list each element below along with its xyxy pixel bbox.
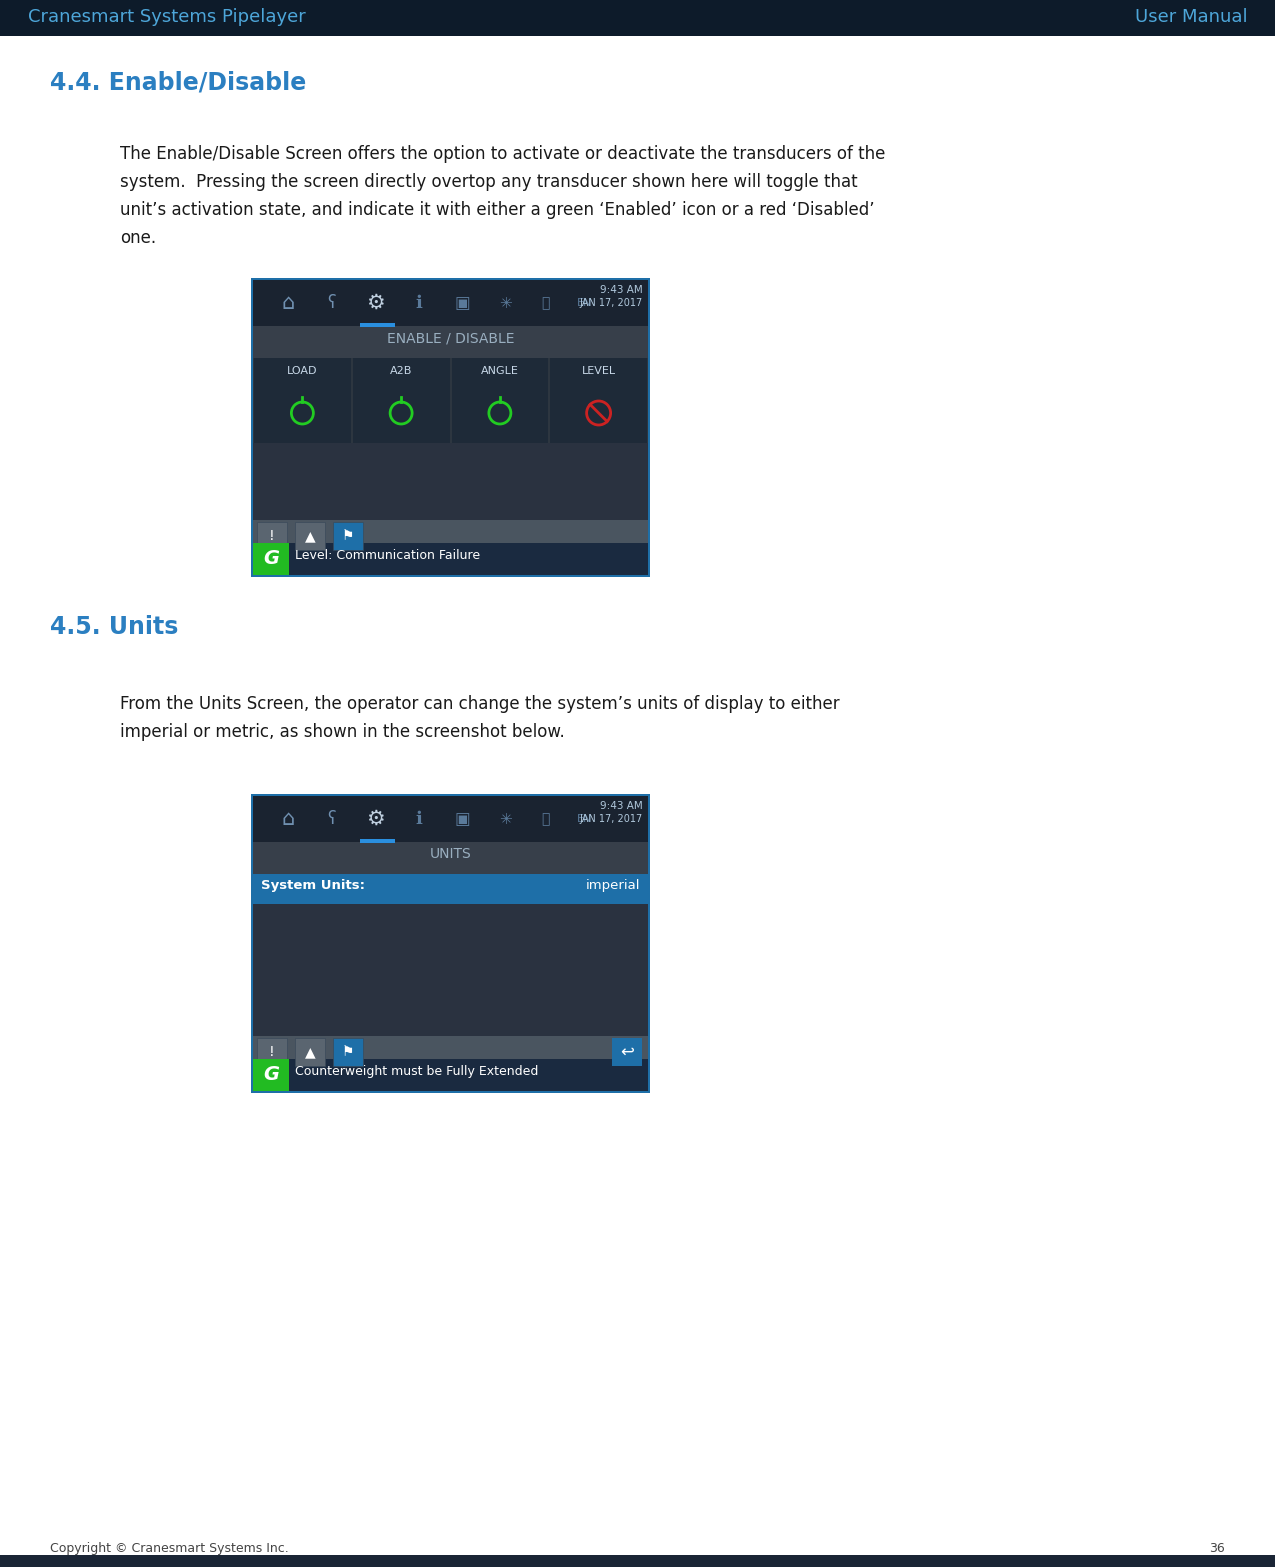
Text: 4.5. Units: 4.5. Units xyxy=(50,614,178,639)
Text: system.  Pressing the screen directly overtop any transducer shown here will tog: system. Pressing the screen directly ove… xyxy=(120,172,858,191)
Text: EN: EN xyxy=(578,298,593,309)
Bar xyxy=(252,1059,289,1091)
Bar xyxy=(258,522,287,550)
Bar xyxy=(360,838,395,843)
Text: Level: Communication Failure: Level: Communication Failure xyxy=(295,548,481,563)
Text: ⚙: ⚙ xyxy=(366,293,385,313)
Bar xyxy=(252,280,648,326)
Text: G: G xyxy=(263,550,279,569)
Text: 💬: 💬 xyxy=(541,296,550,310)
Text: G: G xyxy=(263,1066,279,1084)
Bar xyxy=(451,357,548,443)
Bar xyxy=(252,544,648,575)
Text: ▲: ▲ xyxy=(305,1045,315,1059)
Bar xyxy=(252,544,289,575)
Bar xyxy=(252,520,648,552)
Text: 9:43 AM: 9:43 AM xyxy=(601,285,643,295)
Text: LEVEL: LEVEL xyxy=(581,367,616,376)
Bar xyxy=(360,323,395,328)
Bar xyxy=(252,796,648,841)
Bar xyxy=(252,796,648,1091)
Bar xyxy=(251,794,650,1094)
Bar xyxy=(254,357,351,443)
Text: UNITS: UNITS xyxy=(430,848,472,860)
Text: EN: EN xyxy=(578,813,593,824)
Text: imperial: imperial xyxy=(585,879,640,892)
Bar xyxy=(252,1059,648,1091)
Text: ANGLE: ANGLE xyxy=(481,367,519,376)
Text: JAN 17, 2017: JAN 17, 2017 xyxy=(580,813,643,824)
Text: Copyright © Cranesmart Systems Inc.: Copyright © Cranesmart Systems Inc. xyxy=(50,1542,288,1554)
Bar xyxy=(333,522,363,550)
Text: 36: 36 xyxy=(1209,1542,1225,1554)
Text: ʕ: ʕ xyxy=(328,295,337,312)
Text: ℹ: ℹ xyxy=(416,295,422,312)
Bar xyxy=(252,280,648,575)
Text: 💬: 💬 xyxy=(541,812,550,826)
Text: ▣: ▣ xyxy=(454,295,470,312)
Text: User Manual: User Manual xyxy=(1135,8,1248,27)
Text: ✳: ✳ xyxy=(500,812,513,826)
Text: 4.4. Enable/Disable: 4.4. Enable/Disable xyxy=(50,71,306,94)
Bar xyxy=(252,1036,648,1069)
Text: ⚙: ⚙ xyxy=(366,809,385,829)
Text: !: ! xyxy=(269,530,275,544)
Text: ℹ: ℹ xyxy=(416,810,422,827)
Text: Cranesmart Systems Pipelayer: Cranesmart Systems Pipelayer xyxy=(28,8,306,27)
Text: A2B: A2B xyxy=(390,367,412,376)
Bar xyxy=(252,443,648,520)
Text: 9:43 AM: 9:43 AM xyxy=(601,801,643,812)
Bar xyxy=(252,841,648,874)
Text: JAN 17, 2017: JAN 17, 2017 xyxy=(580,298,643,309)
Text: unit’s activation state, and indicate it with either a green ‘Enabled’ icon or a: unit’s activation state, and indicate it… xyxy=(120,201,875,219)
Bar xyxy=(258,1037,287,1066)
Bar xyxy=(551,357,646,443)
Text: Counterweight must be Fully Extended: Counterweight must be Fully Extended xyxy=(295,1066,538,1078)
Text: ▲: ▲ xyxy=(305,530,315,544)
Text: ʕ: ʕ xyxy=(328,810,337,827)
Bar xyxy=(252,326,648,357)
Text: System Units:: System Units: xyxy=(261,879,365,892)
Bar xyxy=(252,904,648,1036)
Text: From the Units Screen, the operator can change the system’s units of display to : From the Units Screen, the operator can … xyxy=(120,696,840,713)
Bar xyxy=(0,1554,1275,1567)
Bar xyxy=(333,1037,363,1066)
Bar xyxy=(295,1037,325,1066)
Text: ⚑: ⚑ xyxy=(342,530,354,544)
Text: ✳: ✳ xyxy=(500,296,513,310)
Bar xyxy=(251,277,650,577)
Text: ⚑: ⚑ xyxy=(342,1045,354,1059)
Text: ENABLE / DISABLE: ENABLE / DISABLE xyxy=(386,331,514,345)
Bar xyxy=(295,522,325,550)
Text: one.: one. xyxy=(120,229,156,248)
Bar xyxy=(0,1537,1275,1567)
Text: !: ! xyxy=(269,1045,275,1059)
Text: ⌂: ⌂ xyxy=(282,809,296,829)
Text: ▣: ▣ xyxy=(454,810,470,827)
Bar xyxy=(353,357,450,443)
Text: ⌂: ⌂ xyxy=(282,293,296,313)
Text: imperial or metric, as shown in the screenshot below.: imperial or metric, as shown in the scre… xyxy=(120,722,565,741)
Text: ↩: ↩ xyxy=(620,1044,634,1061)
Text: The Enable/Disable Screen offers the option to activate or deactivate the transd: The Enable/Disable Screen offers the opt… xyxy=(120,146,885,163)
Bar xyxy=(0,0,1275,36)
Bar xyxy=(612,1037,643,1066)
Text: LOAD: LOAD xyxy=(287,367,317,376)
Bar xyxy=(252,874,648,904)
